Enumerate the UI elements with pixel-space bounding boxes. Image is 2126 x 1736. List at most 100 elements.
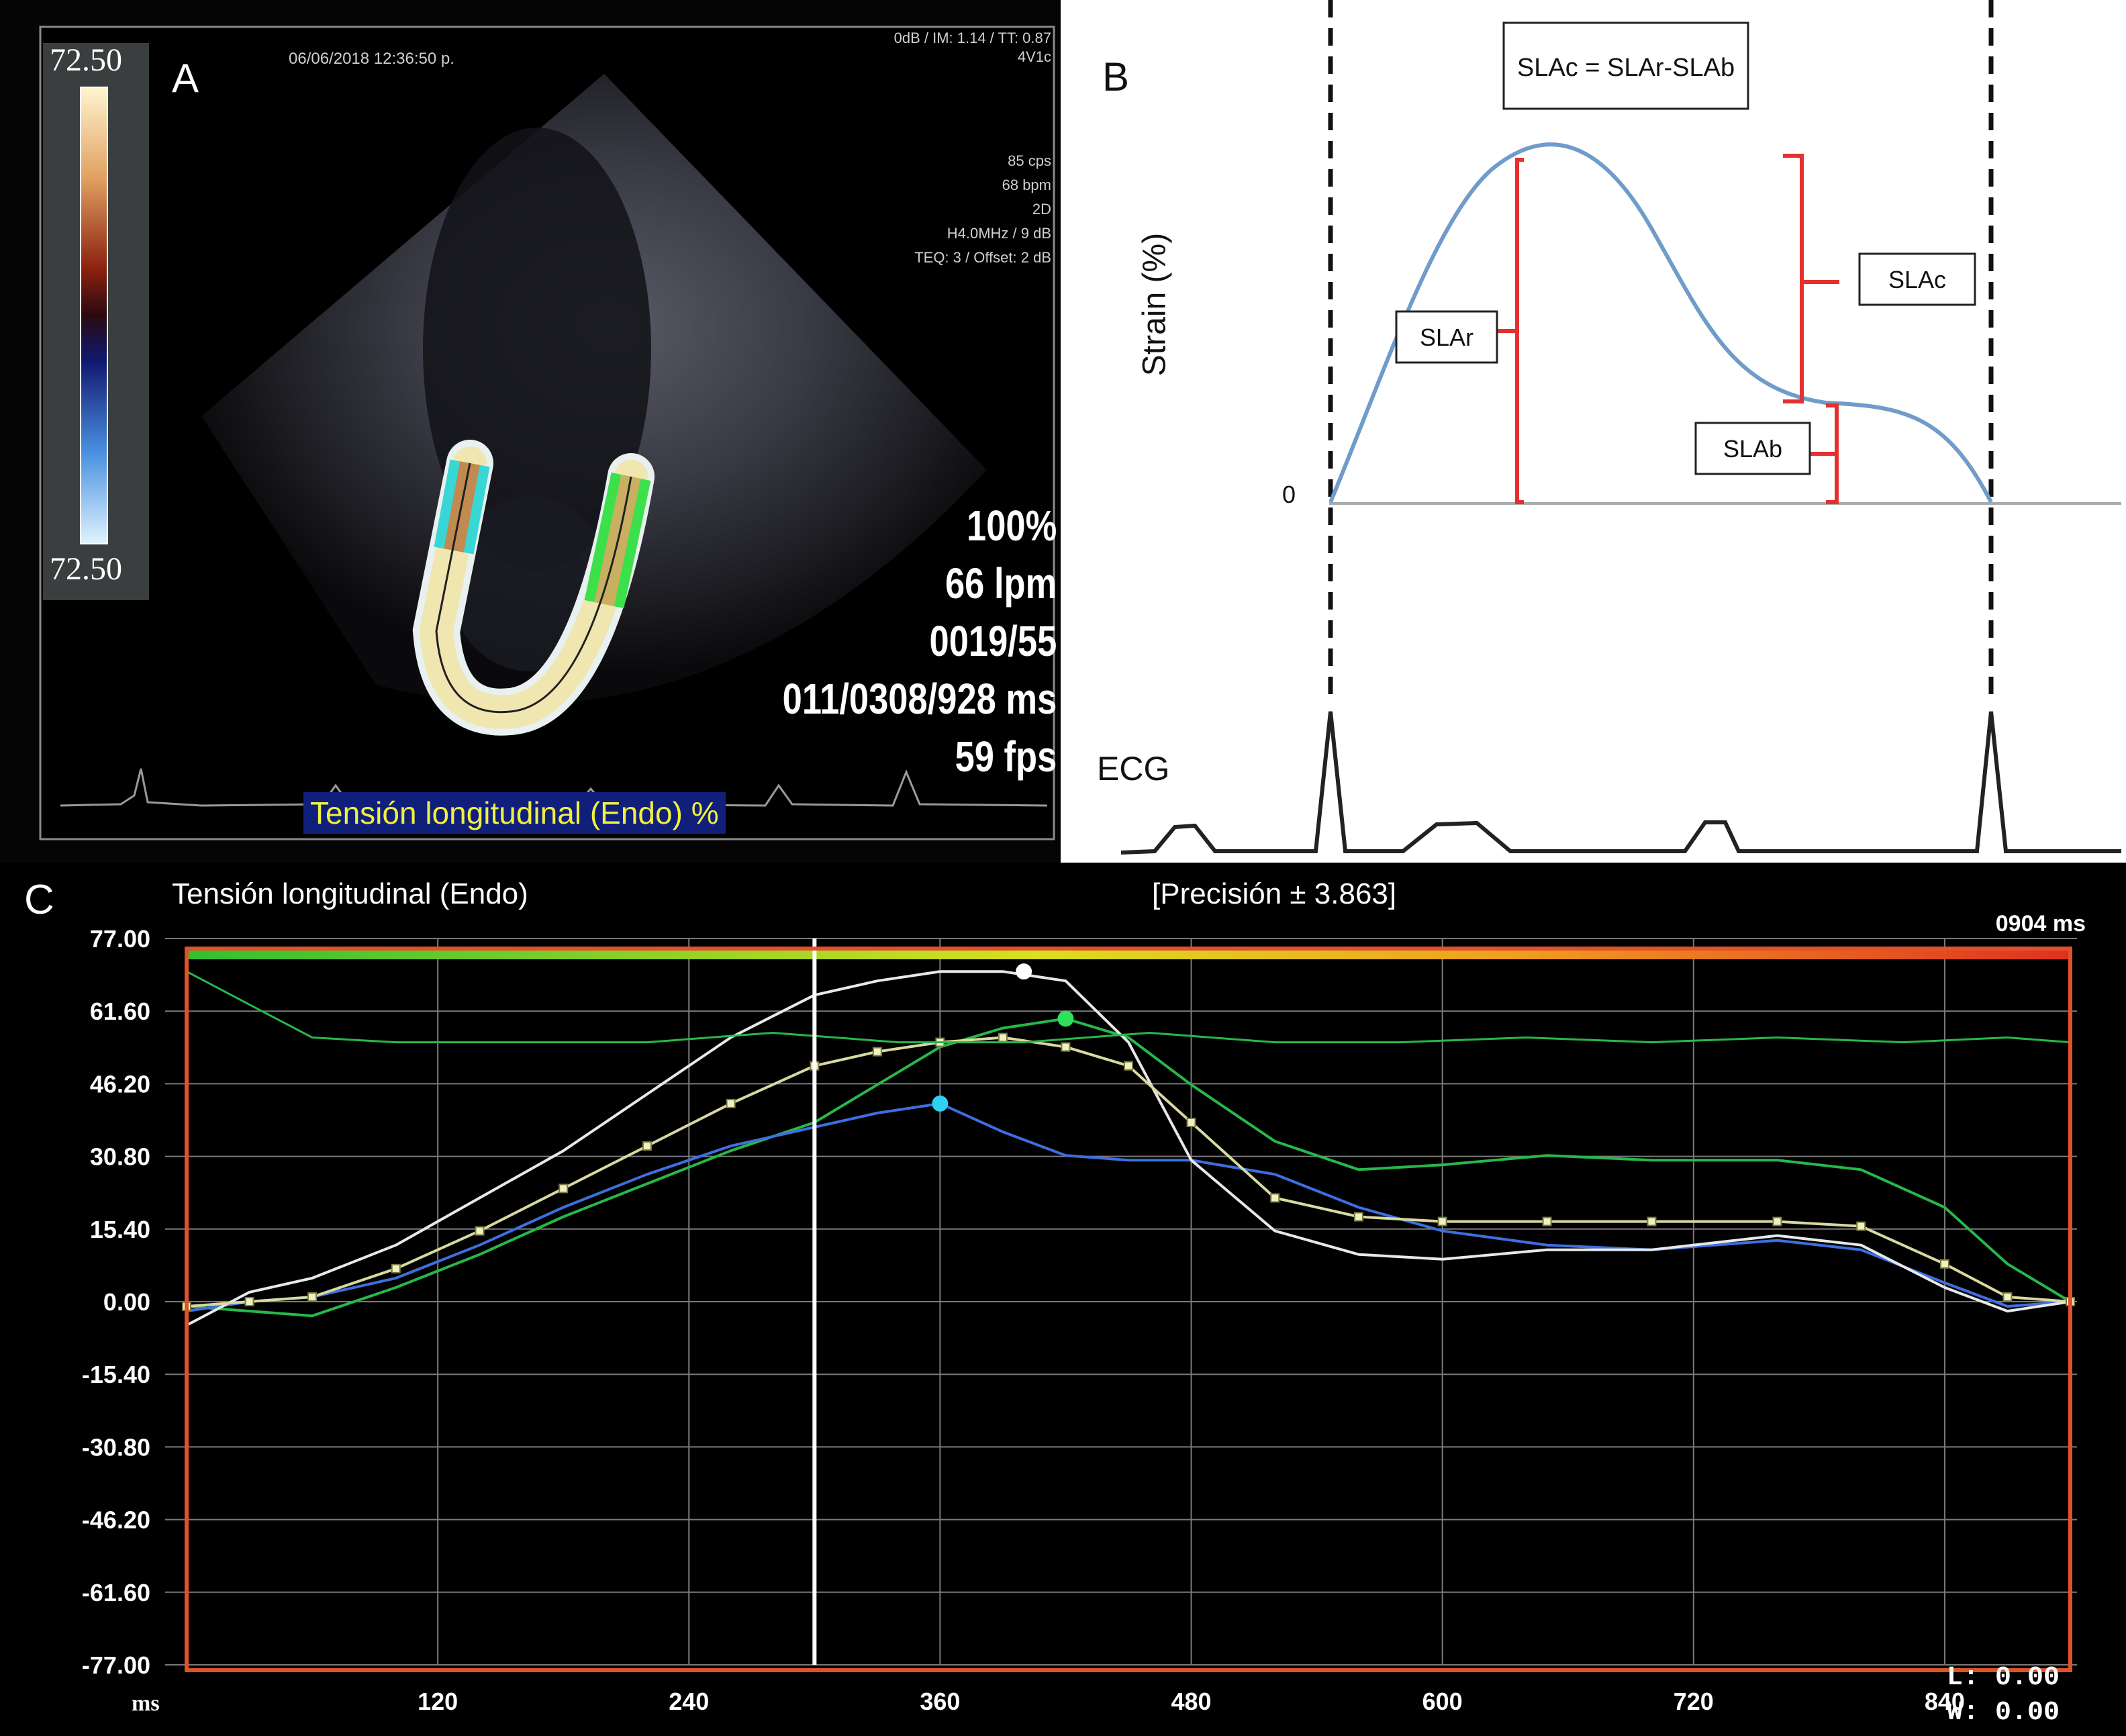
slab-label: SLAb bbox=[1723, 435, 1783, 463]
y-axis-label: Strain (%) bbox=[1137, 232, 1173, 377]
strain-caption: Tensión longitudinal (Endo) % bbox=[303, 792, 726, 834]
slar-label: SLAr bbox=[1419, 324, 1474, 351]
tracking-point bbox=[559, 1184, 569, 1194]
ecg-schematic-trace bbox=[1120, 711, 2121, 855]
formula-box bbox=[1502, 21, 1749, 110]
x-unit-label: ms bbox=[132, 1691, 160, 1716]
setting-frame-rate: 85 cps bbox=[1008, 152, 1051, 169]
x-tick-label: 240 bbox=[669, 1688, 709, 1715]
measurement-readouts: 100% 66 lpm 0019/55 011/0308/928 ms 59 f… bbox=[782, 497, 1057, 785]
panel-b-label: B bbox=[1102, 54, 1130, 99]
tracking-point bbox=[1061, 1042, 1071, 1052]
strain-schematic bbox=[1120, 0, 2121, 855]
slab-bracket bbox=[1807, 403, 1839, 504]
chart-grid bbox=[165, 938, 2077, 1666]
tracking-point bbox=[1270, 1193, 1280, 1203]
y-tick-label: -30.80 bbox=[82, 1433, 150, 1461]
x-tick-label: 360 bbox=[920, 1688, 960, 1715]
cycle-frame bbox=[185, 947, 2072, 1672]
y-tick-label: -46.20 bbox=[82, 1506, 150, 1534]
y-tick-label: 77.00 bbox=[90, 925, 150, 953]
chart-frame bbox=[185, 938, 2072, 1672]
strain-series-line bbox=[186, 970, 2071, 1327]
y-tick-labels: 77.00 61.60 46.20 30.80 15.40 0.00 -15.40 -30.8… bbox=[82, 925, 150, 1679]
tracking-point bbox=[1939, 1259, 1949, 1269]
chart-series bbox=[182, 963, 2075, 1327]
color-scale-bar bbox=[80, 87, 108, 544]
chart-title: Tensión longitudinal (Endo) bbox=[172, 877, 528, 910]
strain-series-line bbox=[186, 1102, 2071, 1313]
y-tick-label: -15.40 bbox=[82, 1361, 150, 1388]
slac-box bbox=[1858, 252, 1976, 306]
probe-name: 4V1c bbox=[1017, 48, 1051, 65]
panel-a-echo-view: 72.50 72.50 A 06/06/2018 12:36:50 p. 0dB… bbox=[0, 0, 1061, 863]
strain-series-line bbox=[186, 970, 2071, 1044]
readout-fps: 59 fps bbox=[955, 732, 1057, 781]
setting-frequency: H4.0MHz / 9 dB bbox=[947, 225, 1051, 242]
tracking-point bbox=[872, 1047, 882, 1057]
panel-b-schematic: B SLAc = SLAr-SLAb Strain (%) 0 SLAr SLA… bbox=[1061, 0, 2126, 863]
tracking-point bbox=[244, 1297, 254, 1306]
precision-label: [Precisión ± 3.863] bbox=[1152, 877, 1397, 910]
strain-roi-overlay bbox=[412, 440, 655, 736]
peak-marker[interactable] bbox=[1016, 963, 1032, 980]
slab-box bbox=[1694, 422, 1811, 475]
y-tick-label: 0.00 bbox=[103, 1288, 150, 1316]
panel-c-label: C bbox=[24, 877, 54, 923]
panel-a-label: A bbox=[172, 56, 199, 101]
x-tick-label: 480 bbox=[1171, 1688, 1211, 1715]
peak-marker[interactable] bbox=[1057, 1010, 1074, 1027]
acquisition-settings: 85 cps 68 bpm 2D H4.0MHz / 9 dB TEQ: 3 /… bbox=[914, 149, 1051, 270]
tracking-point bbox=[1542, 1216, 1552, 1226]
echo-image bbox=[39, 26, 1055, 840]
x-tick-label: 120 bbox=[418, 1688, 458, 1715]
readout-w: W: 0.00 bbox=[1947, 1698, 2060, 1728]
tracking-point bbox=[1647, 1216, 1657, 1226]
tracking-point bbox=[726, 1098, 736, 1108]
color-scale-max: 72.50 bbox=[50, 42, 122, 78]
tracking-point bbox=[1856, 1221, 1866, 1231]
tracking-point bbox=[1186, 1118, 1196, 1128]
timestamp: 06/06/2018 12:36:50 p. bbox=[289, 50, 454, 68]
tracking-point bbox=[2002, 1292, 2013, 1302]
peak-marker[interactable] bbox=[932, 1095, 949, 1112]
time-readout: 0904 ms bbox=[1995, 911, 2086, 936]
slar-box bbox=[1395, 310, 1498, 364]
acquisition-header: 0dB / IM: 1.14 / TT: 0.87 bbox=[893, 30, 1051, 46]
tracking-point bbox=[1437, 1216, 1447, 1226]
formula-text: SLAc = SLAr-SLAb bbox=[1516, 54, 1735, 82]
readout-l: L: 0.00 bbox=[1947, 1663, 2060, 1693]
y-tick-label: 46.20 bbox=[90, 1070, 150, 1098]
strain-curve bbox=[1328, 142, 1993, 503]
x-tick-label: 720 bbox=[1674, 1688, 1714, 1715]
tracking-point bbox=[391, 1263, 401, 1273]
y-tick-label: -61.60 bbox=[82, 1579, 150, 1606]
y-tick-label: 15.40 bbox=[90, 1216, 150, 1243]
x-tick-label: 600 bbox=[1422, 1688, 1463, 1715]
strain-series-line bbox=[186, 1036, 2071, 1308]
zero-label: 0 bbox=[1282, 481, 1296, 508]
readout-time: 011/0308/928 ms bbox=[782, 675, 1057, 723]
y-tick-label: 30.80 bbox=[90, 1143, 150, 1171]
color-scale-min: 72.50 bbox=[50, 551, 122, 587]
readout-heart-rate: 66 lpm bbox=[945, 559, 1057, 608]
setting-heart-rate: 68 bpm bbox=[1002, 177, 1051, 193]
timeline-gradient-bar bbox=[187, 949, 2070, 959]
x-tick-label: 840 bbox=[1925, 1688, 1965, 1715]
y-tick-label: -77.00 bbox=[82, 1651, 150, 1679]
ecg-label: ECG bbox=[1097, 750, 1170, 787]
x-tick-labels: 120 240 360 480 600 720 840 bbox=[418, 1688, 1965, 1715]
tracking-point bbox=[1353, 1212, 1363, 1222]
readout-frame: 0019/55 bbox=[929, 617, 1057, 665]
tracking-point bbox=[475, 1226, 485, 1236]
tracking-point bbox=[1772, 1216, 1782, 1226]
strain-curves-chart: 77.00 61.60 46.20 30.80 15.40 0.00 -15.40 -30.8… bbox=[82, 925, 2077, 1715]
setting-mode: 2D bbox=[1032, 201, 1051, 218]
tracking-point bbox=[998, 1032, 1008, 1043]
tracking-point bbox=[642, 1141, 652, 1151]
slac-bracket bbox=[1783, 154, 1839, 403]
panel-c-strain-chart: 77.00 61.60 46.20 30.80 15.40 0.00 -15.40 -30.8… bbox=[0, 863, 2126, 1736]
y-tick-label: 61.60 bbox=[90, 998, 150, 1025]
slac-label: SLAc bbox=[1888, 266, 1947, 293]
setting-teq: TEQ: 3 / Offset: 2 dB bbox=[914, 249, 1051, 266]
